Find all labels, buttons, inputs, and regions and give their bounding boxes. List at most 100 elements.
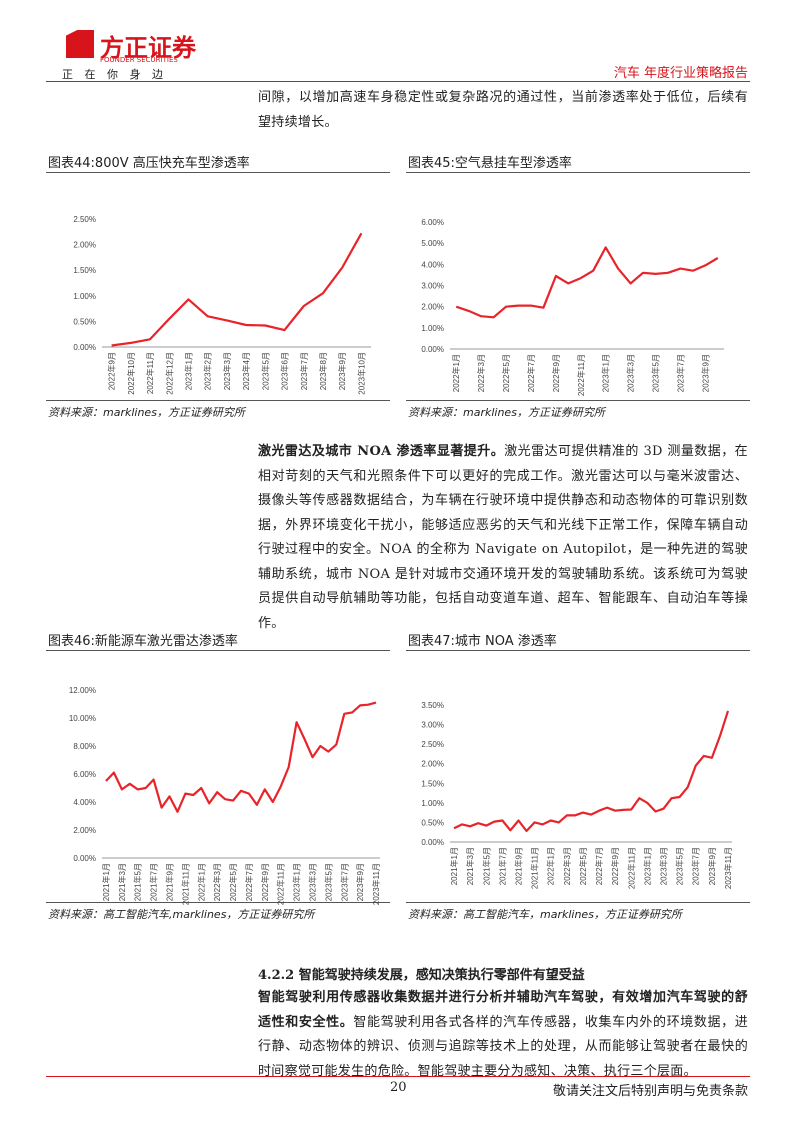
source-rule — [46, 400, 390, 401]
chart-title: 图表44:800V 高压快充车型渗透率 — [48, 156, 250, 171]
x-tick-label: 2021年11月 — [530, 847, 540, 889]
x-tick-label: 2023年2月 — [203, 352, 213, 390]
x-tick-label: 2023年1月 — [642, 847, 652, 885]
title-rule — [46, 172, 390, 173]
x-tick-label: 2022年11月 — [145, 352, 155, 394]
y-tick-label: 12.00% — [69, 686, 96, 695]
chart-source: 资料来源：高工智能汽车,marklines，方正证券研究所 — [48, 908, 315, 921]
x-tick-label: 2023年7月 — [675, 354, 685, 392]
y-tick-label: 1.00% — [421, 799, 444, 808]
x-tick-label: 2022年5月 — [578, 847, 588, 885]
source-rule — [406, 400, 750, 401]
page-number: 20 — [390, 1080, 407, 1095]
y-tick-label: 3.00% — [421, 721, 444, 730]
x-tick-label: 2022年9月 — [260, 863, 270, 901]
y-tick-label: 0.50% — [73, 317, 96, 326]
lead: 激光雷达及城市 NOA 渗透率显著提升。 — [258, 444, 505, 459]
x-tick-label: 2021年3月 — [465, 847, 475, 885]
y-tick-label: 2.00% — [421, 760, 444, 769]
chart: 0.00% 2.00% 4.00% 6.00% 8.00% 10.00% 12.00% 202… — [69, 686, 381, 905]
x-tick-label: 2021年11月 — [180, 863, 190, 905]
x-tick-label: 2022年7月 — [594, 847, 604, 885]
x-tick-label: 2023年11月 — [371, 863, 381, 905]
chart: 0.00% 1.00% 2.00% 3.00% 4.00% 5.00% 6.00% 2022年… — [421, 218, 724, 396]
x-tick-label: 2023年9月 — [707, 847, 717, 885]
y-tick-label: 1.00% — [421, 324, 444, 333]
x-tick-label: 2022年1月 — [196, 863, 206, 901]
x-tick-label: 2021年9月 — [513, 847, 523, 885]
y-tick-label: 0.00% — [73, 343, 96, 352]
y-tick-label: 1.00% — [73, 292, 96, 301]
x-tick-label: 2023年3月 — [626, 354, 636, 392]
x-tick-label: 2023年5月 — [675, 847, 685, 885]
y-tick-label: 0.00% — [73, 854, 96, 863]
y-tick-label: 3.00% — [421, 282, 444, 291]
title-rule — [406, 650, 750, 651]
x-tick-label: 2021年9月 — [165, 863, 175, 901]
brand: 方正证券 — [100, 34, 196, 62]
y-tick-label: 6.00% — [73, 770, 96, 779]
x-tick-label: 2023年7月 — [339, 863, 349, 901]
x-tick-label: 2021年1月 — [449, 847, 459, 885]
y-tick-label: 1.50% — [421, 779, 444, 788]
text: 智能驾驶利用各式各样的汽车传感器，收集车内外的环境数据，进行静、动态物体的辨识、… — [258, 1014, 748, 1079]
x-tick-label: 2022年1月 — [451, 354, 461, 392]
y-tick-label: 4.00% — [421, 260, 444, 269]
chart-title: 图表47:城市 NOA 渗透率 — [408, 634, 557, 649]
y-tick-label: 3.50% — [421, 701, 444, 710]
x-tick-label: 2022年3月 — [212, 863, 222, 901]
x-tick-label: 2021年3月 — [117, 863, 127, 901]
line — [455, 246, 719, 319]
x-tick-label: 2023年8月 — [318, 352, 328, 390]
y-tick-label: 5.00% — [421, 239, 444, 248]
x-tick-label: 2023年3月 — [222, 352, 232, 390]
y-tick-label: 2.00% — [421, 303, 444, 312]
x-tick-label: 2023年6月 — [280, 352, 290, 390]
x-tick-label: 2022年11月 — [576, 354, 586, 396]
x-tick-label: 2022年9月 — [551, 354, 561, 392]
x-tick-label: 2023年1月 — [601, 354, 611, 392]
chart-title: 图表45:空气悬挂车型渗透率 — [408, 156, 572, 171]
title-rule — [46, 650, 390, 651]
x-tick-label: 2023年9月 — [337, 352, 347, 390]
y-tick-label: 4.00% — [73, 798, 96, 807]
lead: 智能驾驶利用传感器收集数据并进行分析并辅助汽车驾驶，有效增加汽车驾驶的舒适性和安… — [258, 990, 748, 1030]
y-tick-label: 1.50% — [73, 266, 96, 275]
y-tick-label: 2.00% — [73, 241, 96, 250]
source-rule — [46, 902, 390, 903]
x-tick-label: 2023年1月 — [183, 352, 193, 390]
notice: 敬请关注文后特别声明与免责条款 — [552, 1084, 748, 1099]
x-tick-label: 2023年7月 — [299, 352, 309, 390]
logo-mark — [66, 30, 94, 58]
text: 激光雷达可提供精准的 3D 测量数据，在相对苛刻的天气和光照条件下可以更好的完成… — [258, 444, 748, 631]
x-tick-label: 2021年1月 — [101, 863, 111, 901]
y-tick-label: 2.50% — [73, 215, 96, 224]
text: 间隙，以增加高速车身稳定性或复杂路况的通过性，当前渗透率处于低位，后续有望持续增… — [258, 90, 748, 130]
x-tick-label: 2023年4月 — [241, 352, 251, 390]
footer-rule — [46, 1076, 750, 1077]
x-tick-label: 2023年3月 — [307, 863, 317, 901]
y-tick-label: 0.50% — [421, 818, 444, 827]
x-tick-label: 2023年5月 — [323, 863, 333, 901]
x-tick-label: 2022年10月 — [126, 352, 136, 395]
x-tick-label: 2022年9月 — [610, 847, 620, 885]
x-tick-label: 2023年5月 — [651, 354, 661, 392]
paragraph: 间隙，以增加高速车身稳定性或复杂路况的通过性，当前渗透率处于低位，后续有望持续增… — [258, 86, 748, 135]
header-rule — [46, 81, 750, 82]
y-tick-label: 0.00% — [421, 838, 444, 847]
x-tick-label: 2023年1月 — [292, 863, 302, 901]
x-tick-label: 2022年12月 — [164, 352, 174, 395]
x-tick-label: 2022年3月 — [476, 354, 486, 392]
y-tick-label: 2.00% — [73, 826, 96, 835]
x-tick-label: 2023年3月 — [659, 847, 669, 885]
y-tick-label: 2.50% — [421, 740, 444, 749]
x-tick-label: 2021年5月 — [481, 847, 491, 885]
line — [105, 701, 377, 813]
section-heading: 4.2.2 智能驾驶持续发展，感知决策执行零部件有望受益 — [258, 968, 585, 983]
paragraph: 激光雷达及城市 NOA 渗透率显著提升。激光雷达可提供精准的 3D 测量数据，在… — [258, 440, 748, 636]
paragraph: 智能驾驶利用传感器收集数据并进行分析并辅助汽车驾驶，有效增加汽车驾驶的舒适性和安… — [258, 986, 748, 1084]
x-tick-label: 2023年9月 — [355, 863, 365, 901]
x-tick-label: 2022年11月 — [276, 863, 286, 905]
chart-source: 资料来源：marklines，方正证券研究所 — [408, 406, 605, 419]
